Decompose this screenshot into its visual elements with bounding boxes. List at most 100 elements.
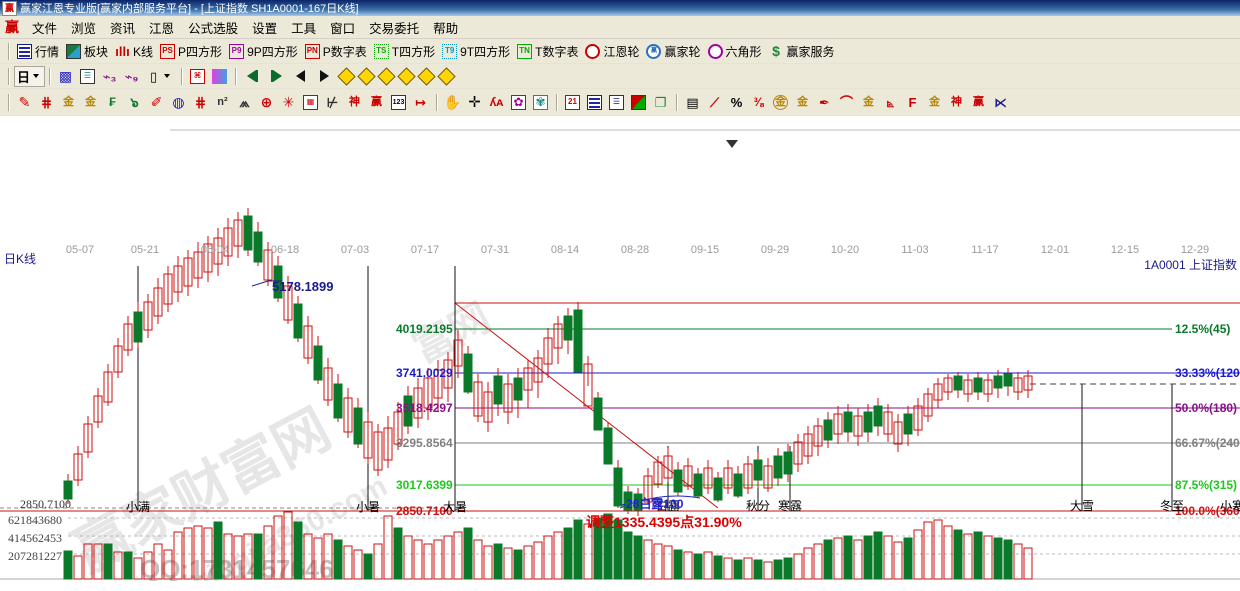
- grid-lines-button[interactable]: ⋕: [190, 92, 211, 112]
- zoom-left-button[interactable]: [337, 66, 356, 86]
- toolbar-button-kline[interactable]: ıllı K线: [112, 41, 156, 61]
- gold-grid-button[interactable]: 金: [792, 92, 813, 112]
- menu-item-settings[interactable]: 设置: [252, 21, 278, 36]
- marker-pen-button[interactable]: ✐: [146, 92, 167, 112]
- toolbar-button-p-square[interactable]: PS P四方形: [157, 41, 225, 61]
- circle-scale-button[interactable]: ◍: [168, 92, 189, 112]
- report-button[interactable]: ☰: [77, 66, 98, 86]
- indicator9-button[interactable]: ⌁₉: [121, 66, 142, 86]
- toolbar-label: 9P四方形: [247, 44, 298, 59]
- menu-item-gann[interactable]: 江恩: [149, 21, 175, 36]
- contract-v-button[interactable]: [437, 66, 456, 86]
- expand-h-button[interactable]: [377, 66, 396, 86]
- zoom-right-button[interactable]: [357, 66, 376, 86]
- pointer-a-button[interactable]: ʎᴀ: [486, 92, 507, 112]
- square-n2-button[interactable]: n²: [212, 92, 233, 112]
- toolbar-period: 日 ▩ ☰ ⌁₃ ⌁₉ ▯ ⌘: [0, 64, 1240, 89]
- trend-red-button[interactable]: ⟋: [704, 92, 725, 112]
- expand-v-button[interactable]: [417, 66, 436, 86]
- gann-fan-icon: ⋕: [40, 94, 53, 110]
- chart-area[interactable]: 赢家财富网 www.yingjia360.com 富网 QQ:173145764…: [0, 116, 1240, 581]
- shen-angle-button[interactable]: 神: [946, 92, 967, 112]
- save-chart-button[interactable]: [628, 92, 649, 112]
- crosshair-button[interactable]: ✛: [464, 92, 485, 112]
- number-grid-button[interactable]: 123: [388, 92, 409, 112]
- gann-gold-button[interactable]: 金: [58, 92, 79, 112]
- copy-chart-button[interactable]: ❐: [650, 92, 671, 112]
- menu-item-formula-stock[interactable]: 公式选股: [188, 21, 239, 36]
- formula-button[interactable]: ⌘: [187, 66, 208, 86]
- menu-logo-icon: 赢: [5, 19, 19, 35]
- fan-angle-button[interactable]: ⋉: [990, 92, 1011, 112]
- hand-pan-button[interactable]: ✋: [442, 92, 463, 112]
- toolbar-button-t-number[interactable]: TN T数字表: [514, 41, 581, 61]
- toolbar-button-t-square[interactable]: TS T四方形: [371, 41, 438, 61]
- shen-button[interactable]: 神: [344, 92, 365, 112]
- price-level-label: 3518.4297: [396, 401, 453, 415]
- gold-seal-button[interactable]: 金: [770, 92, 791, 112]
- toolbar-button-9p-square[interactable]: P9 9P四方形: [226, 41, 301, 61]
- arch-button[interactable]: ⌒: [836, 92, 857, 112]
- toolbar-button-gann-wheel[interactable]: 江恩轮: [582, 41, 642, 61]
- shen-angle-icon: 神: [951, 95, 962, 108]
- period-selector[interactable]: 日: [14, 65, 46, 87]
- arrow-span-button[interactable]: ↦: [410, 92, 431, 112]
- prev-button[interactable]: [289, 69, 312, 84]
- percent-grid-button[interactable]: ₣: [102, 92, 123, 112]
- toolbar-button-hexagon[interactable]: 六角形: [705, 41, 765, 61]
- menu-item-browse[interactable]: 浏览: [71, 21, 97, 36]
- percent-button[interactable]: %: [726, 92, 747, 112]
- toolbar-button-p-number[interactable]: PN P数字表: [302, 41, 370, 61]
- ying-button[interactable]: 赢: [366, 92, 387, 112]
- target-button[interactable]: ⊕: [256, 92, 277, 112]
- brain-teal-button[interactable]: ✾: [530, 92, 551, 112]
- toolbar-button-winner-wheel[interactable]: 赢 赢家轮: [643, 41, 703, 61]
- f-angle-button[interactable]: F: [902, 92, 923, 112]
- ying-angle-button[interactable]: 赢: [968, 92, 989, 112]
- single-bar-button[interactable]: ▯: [143, 66, 176, 86]
- menu-item-tools[interactable]: 工具: [291, 21, 317, 36]
- menu-item-help[interactable]: 帮助: [433, 21, 459, 36]
- toolbar-button-sector[interactable]: 板块: [63, 41, 111, 61]
- spiral-button[interactable]: ๖: [124, 92, 145, 112]
- contract-h-button[interactable]: [397, 66, 416, 86]
- toolbar-main: 行情 板块 ıllı K线 PS P四方形 P9 9P四方形 PN P数字表 T…: [0, 39, 1240, 64]
- ladder-button[interactable]: ▤: [682, 92, 703, 112]
- copy-chart-icon: ❐: [654, 94, 667, 110]
- star-burst-button[interactable]: ✳: [278, 92, 299, 112]
- gann-fan-button[interactable]: ⋕: [36, 92, 57, 112]
- menu-item-trade[interactable]: 交易委托: [369, 21, 420, 36]
- indicator3-button[interactable]: ⌁₃: [99, 66, 120, 86]
- last-page-button[interactable]: [265, 69, 288, 84]
- brain-pink-button[interactable]: ✿: [508, 92, 529, 112]
- toolbar-button-9t-square[interactable]: T9 9T四方形: [439, 41, 513, 61]
- angle-up-button[interactable]: ⦝: [880, 92, 901, 112]
- toolbar-button-winner-service[interactable]: $ 赢家服务: [766, 41, 838, 61]
- menu-item-file[interactable]: 文件: [32, 21, 58, 36]
- gold-angle-button[interactable]: 金: [924, 92, 945, 112]
- menu-item-news[interactable]: 资讯: [110, 21, 136, 36]
- toolbar-button-quote[interactable]: 行情: [14, 41, 62, 61]
- pointer-a-icon: ʎᴀ: [489, 95, 504, 109]
- first-page-button[interactable]: [241, 69, 264, 84]
- crosshair-net-button[interactable]: ▩: [55, 66, 76, 86]
- gann-gold2-button[interactable]: 金: [80, 92, 101, 112]
- next-button[interactable]: [313, 69, 336, 84]
- percent-icon: %: [730, 94, 743, 110]
- ink-pen-button[interactable]: ✒: [814, 92, 835, 112]
- gold-bar-button[interactable]: 金: [858, 92, 879, 112]
- solar-term-label: 小满: [125, 500, 151, 514]
- arch-icon: ⌒: [839, 94, 853, 110]
- calendar-button[interactable]: 21: [562, 92, 583, 112]
- table-button[interactable]: [584, 92, 605, 112]
- list-button[interactable]: ☰: [606, 92, 627, 112]
- pen-tool-button[interactable]: ✎: [14, 92, 35, 112]
- box-select-button[interactable]: ▦: [300, 92, 321, 112]
- color-chart-button[interactable]: [209, 66, 230, 86]
- menu-item-window[interactable]: 窗口: [330, 21, 356, 36]
- fan-angle-icon: ⋉: [994, 94, 1007, 110]
- save-chart-icon: [631, 94, 646, 110]
- percent-grid2-button[interactable]: ⅜: [748, 92, 769, 112]
- angle-tool-button[interactable]: ⩕: [234, 92, 255, 112]
- measure-button[interactable]: ⊬: [322, 92, 343, 112]
